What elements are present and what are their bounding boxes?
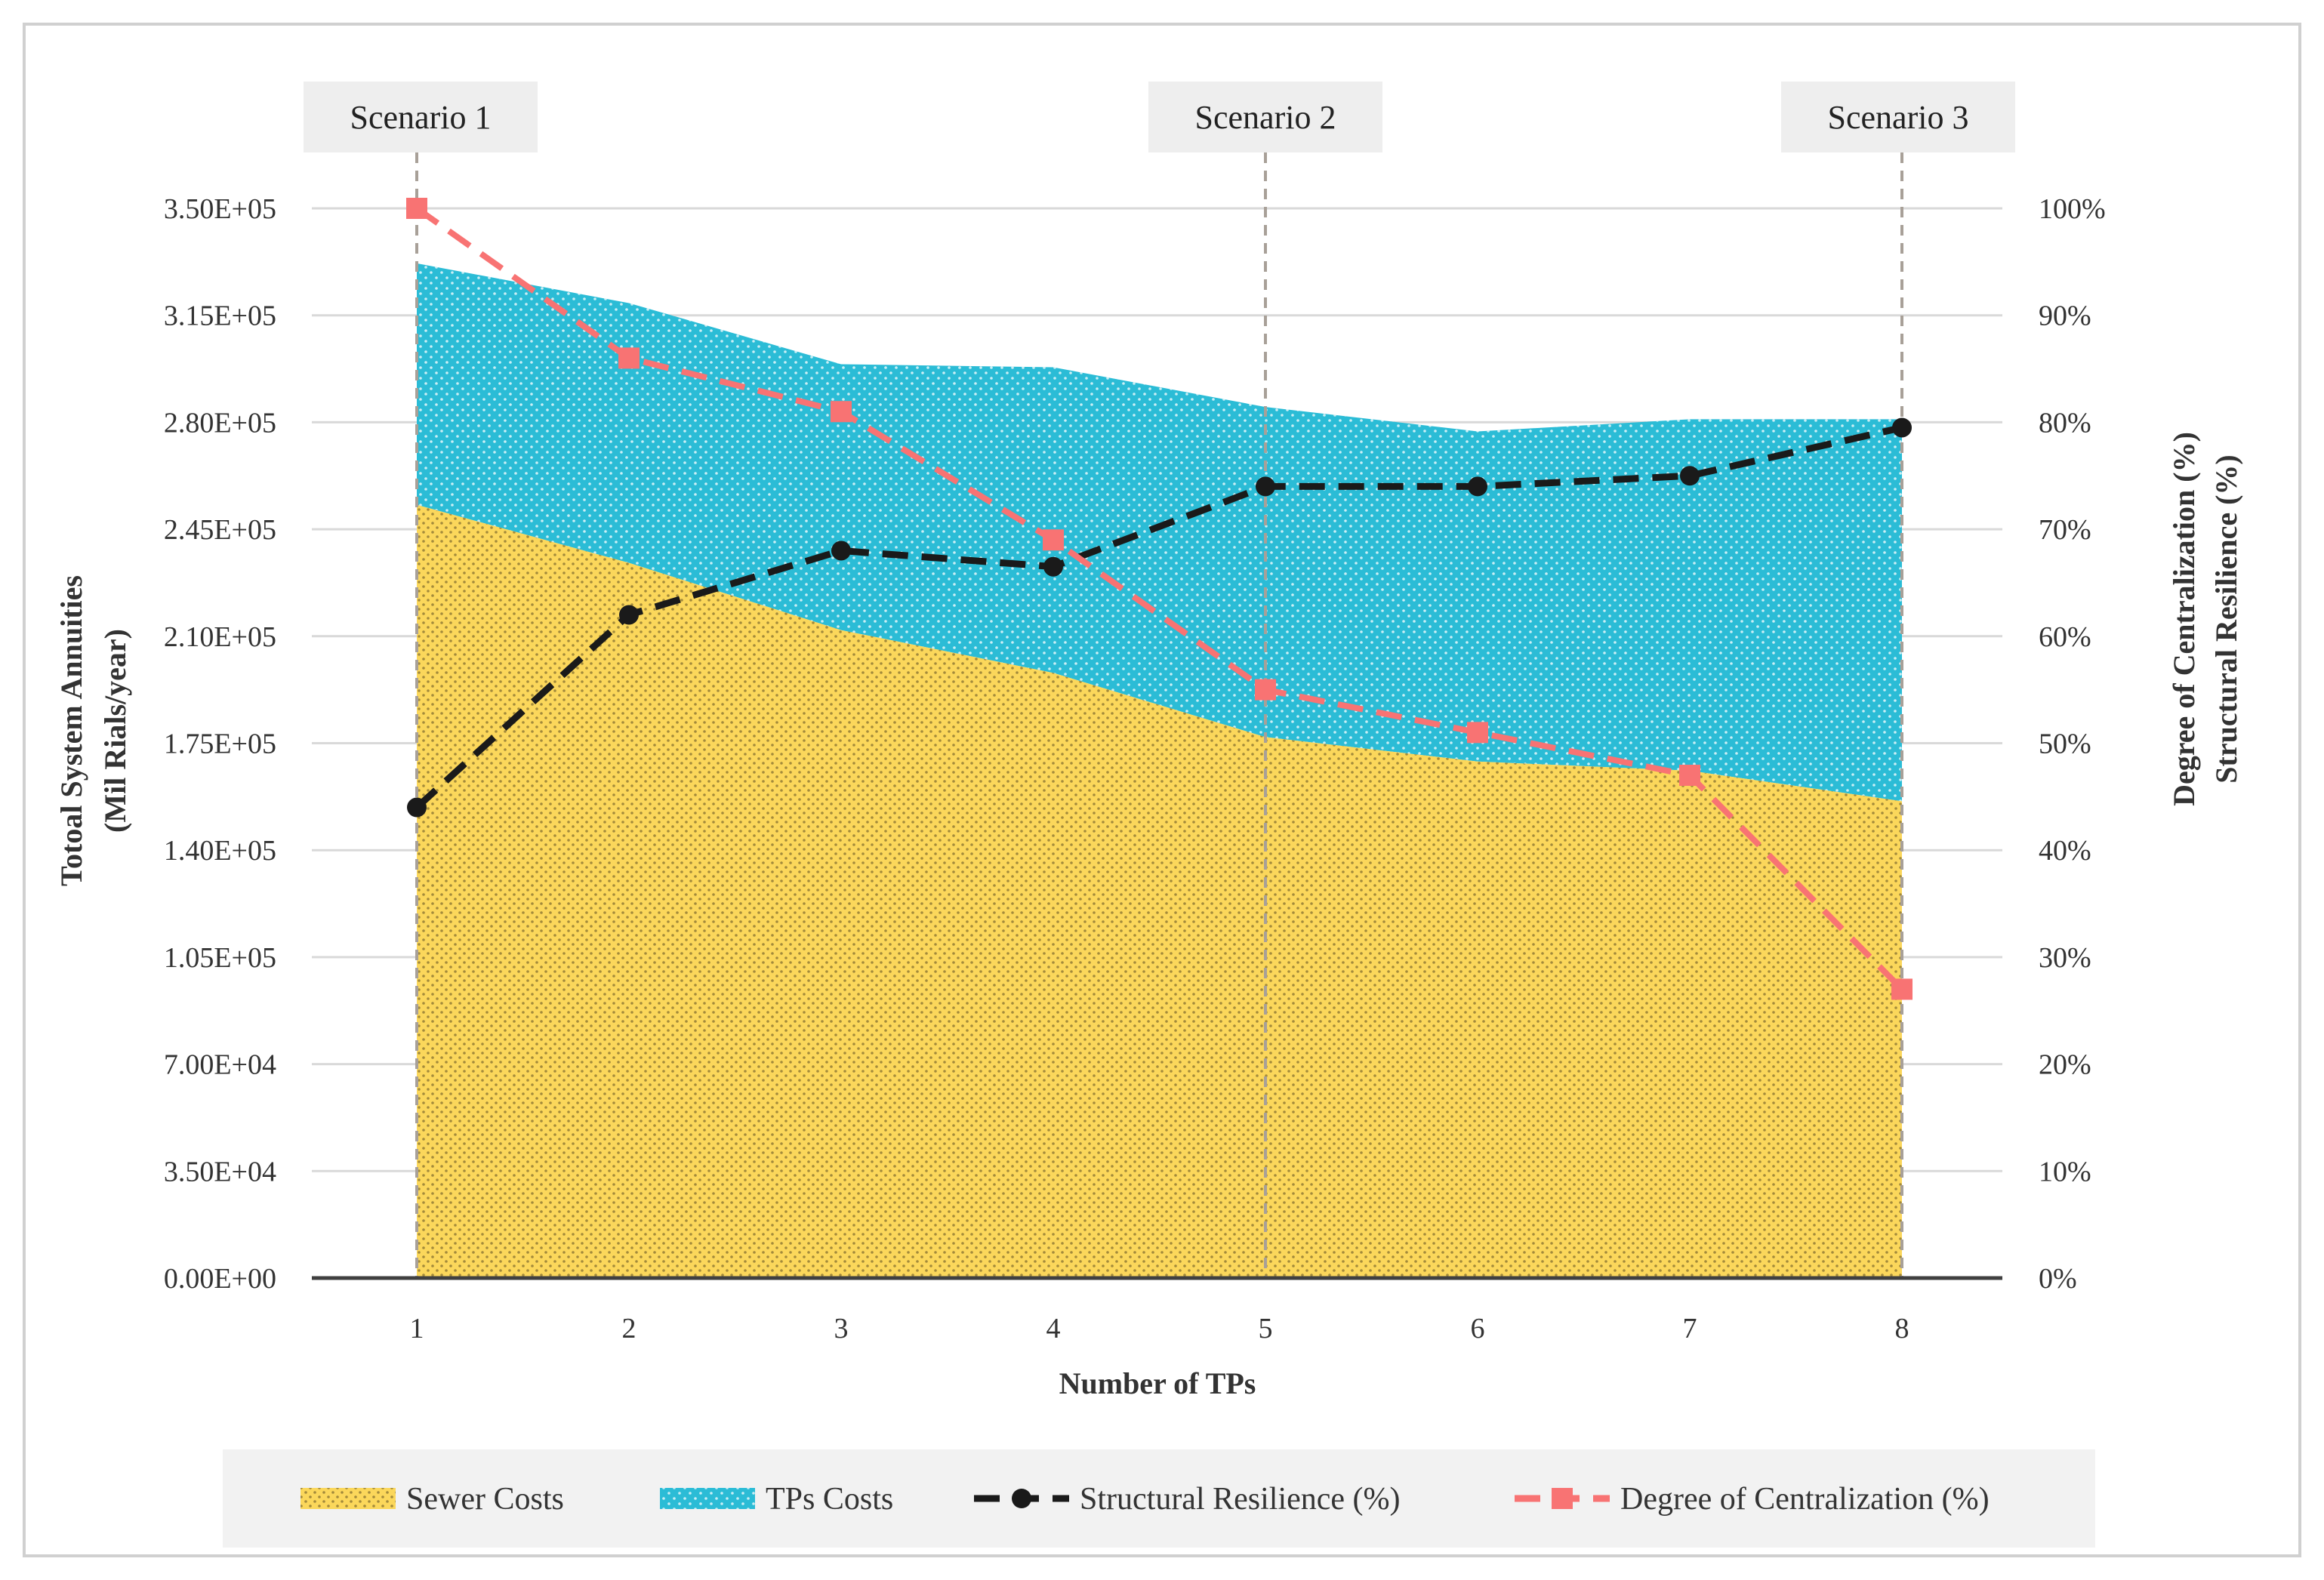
x-tick-label: 2 bbox=[622, 1313, 636, 1344]
y-right-tick-label: 90% bbox=[2039, 300, 2091, 332]
y-right-tick-label: 100% bbox=[2039, 193, 2106, 225]
x-tick-label: 7 bbox=[1683, 1313, 1697, 1344]
centralization-point bbox=[1255, 679, 1276, 701]
structural-resilience-point bbox=[831, 541, 851, 561]
structural-resilience-point bbox=[1892, 417, 1912, 438]
y-left-axis-title-line1: Totoal System Annuities bbox=[54, 575, 88, 886]
y-right-tick-label: 70% bbox=[2039, 514, 2091, 546]
structural-resilience-point bbox=[1256, 476, 1275, 497]
x-tick-label: 3 bbox=[834, 1313, 849, 1344]
structural-resilience-point bbox=[1043, 556, 1063, 577]
y-right-tick-label: 60% bbox=[2039, 621, 2091, 653]
y-right-tick-label: 10% bbox=[2039, 1156, 2091, 1187]
y-right-tick-label: 30% bbox=[2039, 942, 2091, 974]
centralization-point bbox=[618, 347, 640, 369]
x-axis-title: Number of TPs bbox=[1059, 1366, 1256, 1400]
y-right-tick-label: 80% bbox=[2039, 407, 2091, 439]
centralization-point bbox=[1467, 722, 1488, 744]
centralization-point bbox=[406, 198, 427, 219]
sewer-costs-area-texture bbox=[417, 504, 1902, 1278]
legend-label: Degree of Centralization (%) bbox=[1620, 1482, 1990, 1517]
legend-marker bbox=[1012, 1489, 1031, 1508]
x-tick-label: 6 bbox=[1471, 1313, 1485, 1344]
y-left-axis-title-line2: (Mil Rials/year) bbox=[98, 629, 132, 833]
y-left-tick-label: 2.45E+05 bbox=[164, 514, 276, 546]
centralization-line bbox=[415, 205, 1904, 992]
centralization-point bbox=[831, 401, 852, 423]
y-right-axis-title-line1: Degree of Centralization (%) bbox=[2167, 432, 2201, 806]
scenario-label-box bbox=[304, 82, 538, 152]
x-tick-label: 4 bbox=[1046, 1313, 1061, 1344]
legend-box bbox=[223, 1449, 2095, 1548]
y-left-tick-label: 1.75E+05 bbox=[164, 728, 276, 760]
centralization-point bbox=[1043, 529, 1064, 551]
centralization-point bbox=[1679, 765, 1700, 787]
tps-costs-area-texture bbox=[417, 263, 1902, 802]
y-left-tick-label: 2.10E+05 bbox=[164, 621, 276, 653]
scenario-label-box bbox=[1148, 82, 1382, 152]
legend-label: TPs Costs bbox=[766, 1482, 893, 1517]
y-right-axis-title-line2: Structural Resilience (%) bbox=[2209, 454, 2243, 783]
y-left-tick-label: 3.15E+05 bbox=[164, 300, 276, 332]
y-left-tick-label: 1.05E+05 bbox=[164, 942, 276, 974]
y-left-tick-label: 0.00E+00 bbox=[164, 1263, 276, 1295]
structural-resilience-point bbox=[1468, 476, 1487, 497]
legend-swatch-texture bbox=[301, 1488, 396, 1509]
structural-resilience-point bbox=[1680, 466, 1700, 486]
structural-resilience-point bbox=[619, 605, 639, 625]
y-left-tick-label: 3.50E+05 bbox=[164, 193, 276, 225]
structural-resilience-line bbox=[414, 424, 1903, 810]
y-right-tick-label: 0% bbox=[2039, 1263, 2077, 1295]
x-tick-label: 5 bbox=[1259, 1313, 1273, 1344]
y-right-tick-label: 40% bbox=[2039, 835, 2091, 867]
legend-swatch-texture bbox=[660, 1488, 755, 1509]
legend-label: Structural Resilience (%) bbox=[1080, 1482, 1401, 1517]
legend-marker bbox=[1552, 1488, 1573, 1509]
y-left-tick-label: 1.40E+05 bbox=[164, 835, 276, 867]
scenario-label-box bbox=[1781, 82, 2015, 152]
legend-label: Sewer Costs bbox=[406, 1482, 564, 1517]
y-right-tick-label: 20% bbox=[2039, 1049, 2091, 1081]
centralization-point bbox=[1891, 978, 1913, 1000]
x-tick-label: 8 bbox=[1895, 1313, 1909, 1344]
y-left-tick-label: 3.50E+04 bbox=[164, 1156, 276, 1187]
scenario-label: Scenario 3 bbox=[1828, 99, 1969, 136]
scenario-label: Scenario 2 bbox=[1195, 99, 1336, 136]
y-left-tick-label: 2.80E+05 bbox=[164, 407, 276, 439]
y-left-tick-label: 7.00E+04 bbox=[164, 1049, 276, 1081]
y-right-tick-label: 50% bbox=[2039, 728, 2091, 760]
x-tick-label: 1 bbox=[410, 1313, 424, 1344]
structural-resilience-point bbox=[407, 797, 427, 818]
scenario-label: Scenario 1 bbox=[350, 99, 492, 136]
